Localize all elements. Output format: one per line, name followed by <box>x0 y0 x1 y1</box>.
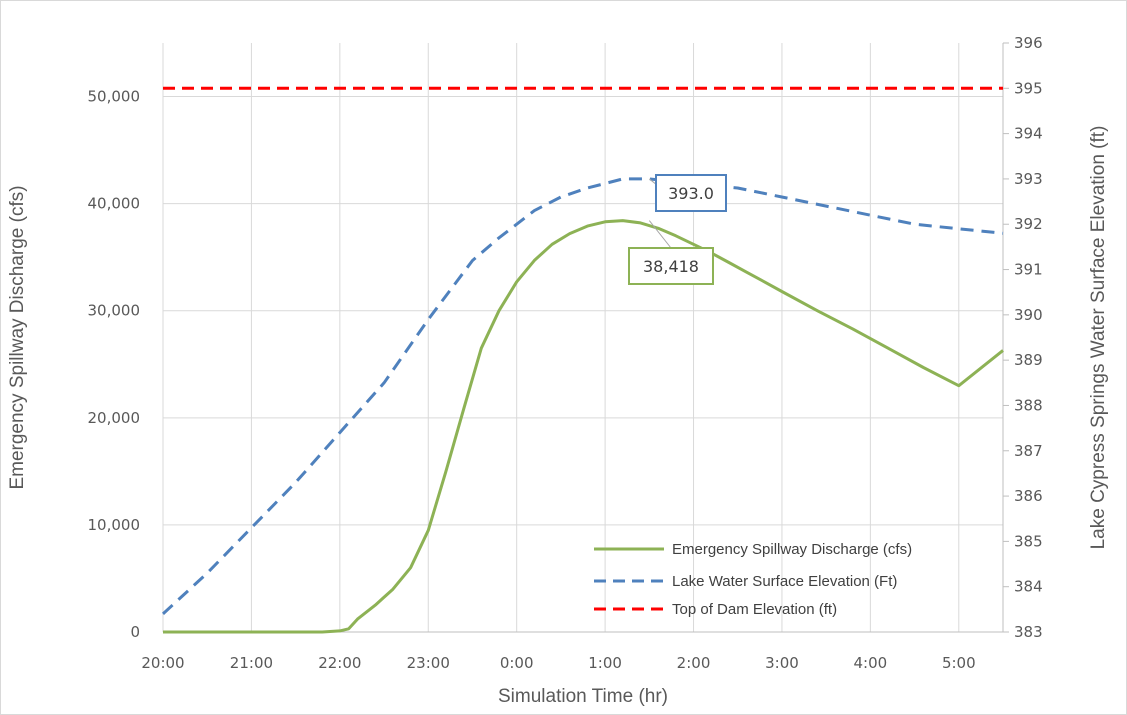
x-tick-label: 21:00 <box>230 654 273 672</box>
y-right-tick-label: 388 <box>1014 396 1043 414</box>
y-tick-label: 40,000 <box>88 195 141 213</box>
callouts: 393.0 38,418 <box>628 174 727 285</box>
callout-label: 393.0 <box>668 184 714 203</box>
y-axis-title: Emergency Spillway Discharge (cfs) <box>7 185 28 489</box>
y-right-tick-label: 385 <box>1014 532 1043 550</box>
y-right-tick-label: 389 <box>1014 351 1043 369</box>
y-right-tick-label: 396 <box>1014 34 1043 52</box>
gridlines <box>162 43 1004 633</box>
x-tick-label: 5:00 <box>942 654 976 672</box>
legend-label: Emergency Spillway Discharge (cfs) <box>672 541 912 558</box>
y-right-tick-label: 383 <box>1014 623 1043 641</box>
series-line <box>161 177 1004 616</box>
y-right-tick-label: 394 <box>1014 125 1043 143</box>
y-right-tick-label: 387 <box>1014 442 1043 460</box>
x-axis-title: Simulation Time (hr) <box>498 686 668 707</box>
legend-label: Top of Dam Elevation (ft) <box>672 601 837 618</box>
y-tick-label: 10,000 <box>88 516 141 534</box>
y-right-tick-label: 395 <box>1014 79 1043 97</box>
legend: Emergency Spillway Discharge (cfs) Lake W… <box>594 541 912 618</box>
legend-label: Lake Water Surface Elevation (Ft) <box>672 573 897 590</box>
x-tick-label: 1:00 <box>588 654 622 672</box>
x-tick-label: 22:00 <box>318 654 361 672</box>
callout-box <box>628 247 714 285</box>
series-line <box>163 219 1004 634</box>
axis-ticks: 20:00 21:00 22:00 23:00 0:00 1:00 2:00 3:00 4:00… <box>88 34 1043 672</box>
y-right-tick-label: 386 <box>1014 487 1043 505</box>
y-right-tick-label: 392 <box>1014 215 1043 233</box>
y-right-axis-title: Lake Cypress Springs Water Surface Eleva… <box>1088 126 1109 550</box>
x-tick-label: 4:00 <box>854 654 888 672</box>
x-tick-label: 23:00 <box>407 654 450 672</box>
x-tick-label: 0:00 <box>500 654 534 672</box>
y-right-tick-label: 391 <box>1014 261 1043 279</box>
y-tick-label: 30,000 <box>88 302 141 320</box>
x-tick-label: 2:00 <box>677 654 711 672</box>
y-tick-label: 0 <box>130 623 140 641</box>
y-tick-label: 50,000 <box>88 88 141 106</box>
y-right-tick-label: 393 <box>1014 170 1043 188</box>
callout-leader <box>648 220 672 249</box>
y-right-tick-label: 384 <box>1014 578 1043 596</box>
series-lines <box>161 86 1004 634</box>
x-tick-label: 3:00 <box>765 654 799 672</box>
y-right-tick-label: 390 <box>1014 306 1043 324</box>
callout-label: 38,418 <box>643 257 699 276</box>
x-tick-label: 20:00 <box>141 654 184 672</box>
callout-box <box>655 174 727 212</box>
y-tick-label: 20,000 <box>88 409 141 427</box>
